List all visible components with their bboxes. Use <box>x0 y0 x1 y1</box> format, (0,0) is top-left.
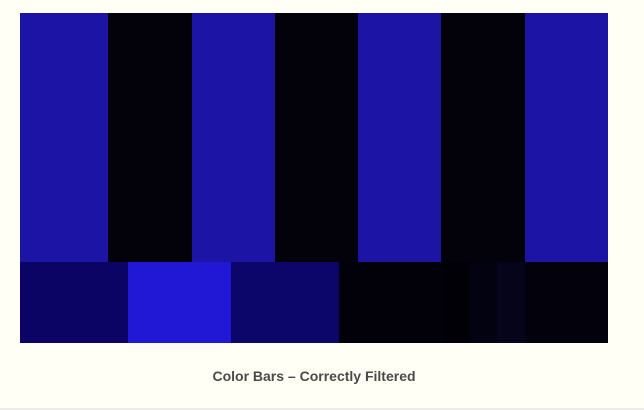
bar-blue-4 <box>525 13 608 262</box>
bar-black-2 <box>275 13 358 262</box>
color-bars-pattern <box>20 13 608 343</box>
bar-blue-3 <box>358 13 441 262</box>
bar-blue-1 <box>20 13 108 262</box>
pluge-black <box>339 262 444 343</box>
pluge-sub-black <box>444 262 470 343</box>
bar-blue-2 <box>192 13 275 262</box>
pluge-super-black <box>497 262 525 343</box>
pluge-bright-blue <box>128 262 231 343</box>
color-bars-top-row <box>20 13 608 262</box>
bar-black-3 <box>441 13 525 262</box>
pattern-caption: Color Bars – Correctly Filtered <box>212 368 416 384</box>
pluge-navy <box>231 262 339 343</box>
pluge-black-mid <box>470 262 497 343</box>
bottom-rule <box>0 408 644 410</box>
pluge-dark-navy <box>20 262 128 343</box>
pluge-black-end <box>525 262 608 343</box>
color-bars-bottom-row <box>20 262 608 343</box>
bar-black-1 <box>108 13 192 262</box>
